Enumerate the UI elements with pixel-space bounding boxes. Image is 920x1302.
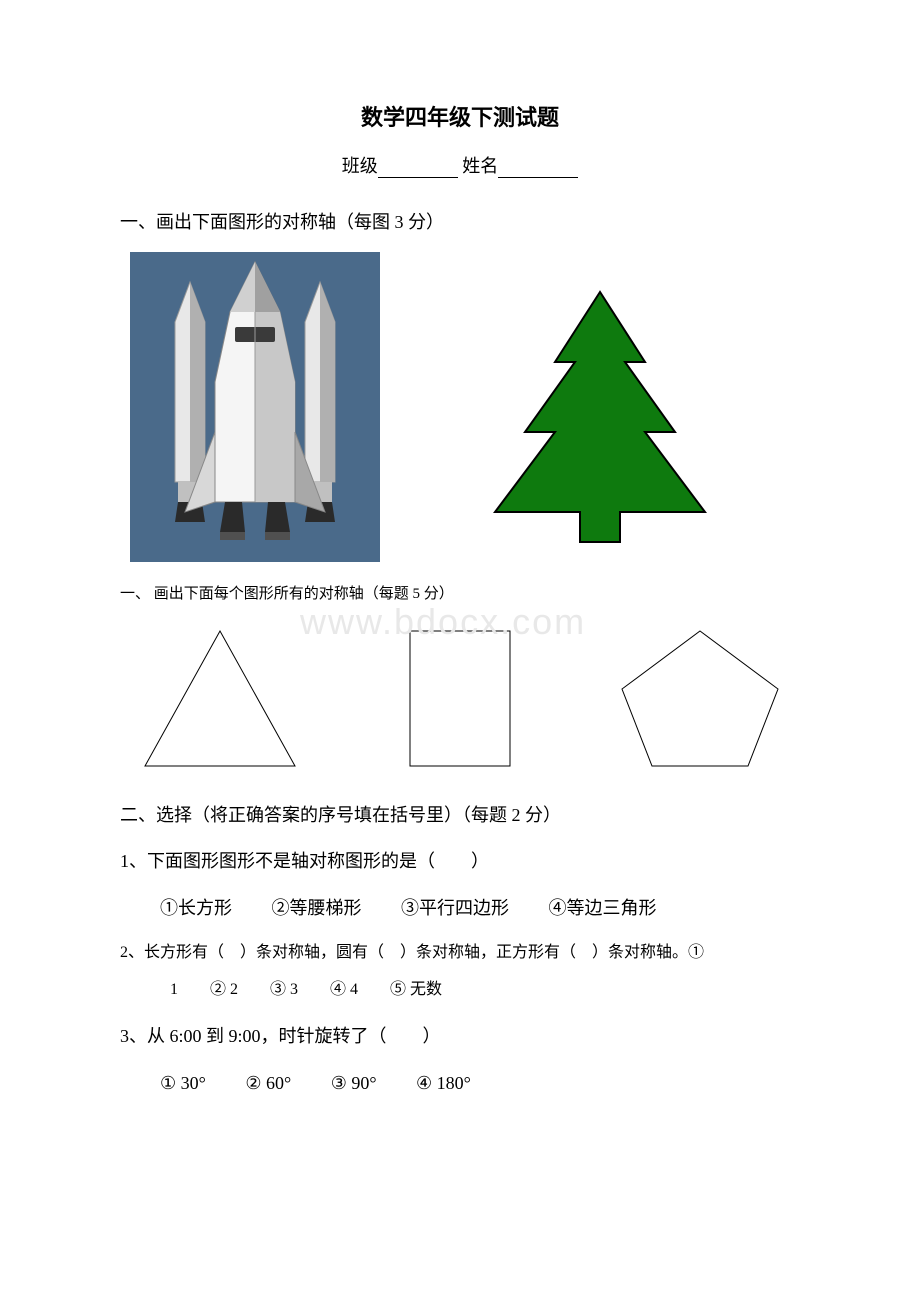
q3-opt1: ① 30° bbox=[160, 1067, 206, 1099]
class-label: 班级 bbox=[342, 156, 378, 176]
rocket-figure bbox=[130, 252, 380, 562]
name-label: 姓名 bbox=[462, 156, 498, 176]
symmetry-images-row bbox=[120, 252, 800, 562]
document-title: 数学四年级下测试题 bbox=[120, 100, 800, 132]
q1-opt1: ①长方形 bbox=[160, 892, 232, 924]
q1-options: ①长方形 ②等腰梯形 ③平行四边形 ④等边三角形 bbox=[120, 892, 800, 924]
q1-opt4: ④等边三角形 bbox=[549, 892, 657, 924]
q2-options: 1 ② 2 ③ 3 ④ 4 ⑤ 无数 bbox=[120, 976, 800, 1005]
q3-text: 3、从 6:00 到 9:00，时针旋转了（ ） bbox=[120, 1020, 800, 1052]
header-line: 班级 姓名 bbox=[120, 152, 800, 178]
q3-opt4: ④ 180° bbox=[416, 1067, 471, 1099]
name-blank[interactable] bbox=[498, 160, 578, 178]
tree-figure bbox=[460, 272, 740, 552]
q1-opt2: ②等腰梯形 bbox=[272, 892, 362, 924]
q3-options: ① 30° ② 60° ③ 90° ④ 180° bbox=[120, 1067, 800, 1099]
class-blank[interactable] bbox=[378, 160, 458, 178]
triangle-shape bbox=[130, 621, 310, 771]
q3-opt3: ③ 90° bbox=[331, 1067, 377, 1099]
pentagon-shape bbox=[610, 621, 790, 771]
section1-heading: 一、画出下面图形的对称轴（每图 3 分） bbox=[120, 208, 800, 237]
section2-heading: 二、选择（将正确答案的序号填在括号里）（每题 2 分） bbox=[120, 801, 800, 830]
q2-text: 2、长方形有（ ）条对称轴，圆有（ ）条对称轴，正方形有（ ）条对称轴。① bbox=[120, 939, 800, 968]
q3-opt2: ② 60° bbox=[245, 1067, 291, 1099]
shapes-row: www.bdocx.com bbox=[120, 621, 800, 771]
rectangle-shape bbox=[395, 621, 525, 771]
watermark: www.bdocx.com bbox=[300, 601, 586, 643]
q1-text: 1、下面图形图形不是轴对称图形的是（ ） bbox=[120, 845, 800, 877]
q1-opt3: ③平行四边形 bbox=[401, 892, 509, 924]
